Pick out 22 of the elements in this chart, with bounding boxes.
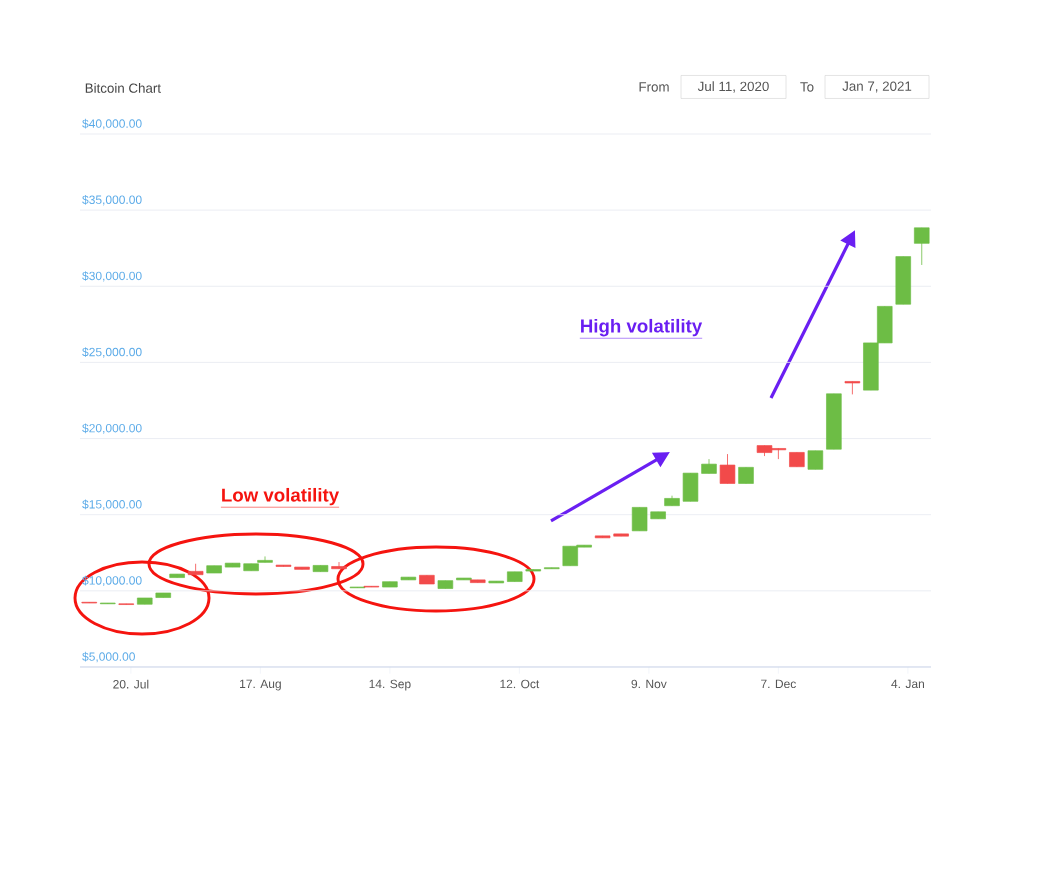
x-tick-label: 12. Oct — [500, 679, 540, 689]
x-tick-label: 14. Sep — [369, 679, 411, 691]
text: Jul 11, 2020 — [697, 81, 769, 93]
text: To — [800, 82, 814, 92]
x-tick-label: 7. Dec — [761, 679, 796, 689]
text: From — [639, 82, 669, 92]
chart-title: Bitcoin Chart — [85, 83, 161, 93]
y-tick-label: $35,000.00 — [82, 195, 142, 206]
x-tick-label: 4. Jan — [891, 679, 924, 689]
annotation: Low volatility — [222, 487, 340, 506]
x-tick-label: 9. Nov — [631, 679, 667, 689]
x-tick-label: 20. Jul — [113, 679, 149, 689]
text: Jan 7, 2021 — [842, 81, 912, 93]
annotation: High volatility — [581, 318, 703, 337]
y-tick-label: $25,000.00 — [82, 347, 142, 358]
y-tick-label: $40,000.00 — [82, 118, 142, 130]
y-tick-label: $20,000.00 — [82, 423, 142, 434]
y-tick-label: $10,000.00 — [82, 575, 142, 587]
y-tick-label: $5,000.00 — [82, 651, 135, 663]
y-tick-label: $30,000.00 — [82, 271, 142, 282]
x-tick-label: 17. Aug — [240, 679, 281, 691]
y-tick-label: $15,000.00 — [82, 499, 142, 510]
